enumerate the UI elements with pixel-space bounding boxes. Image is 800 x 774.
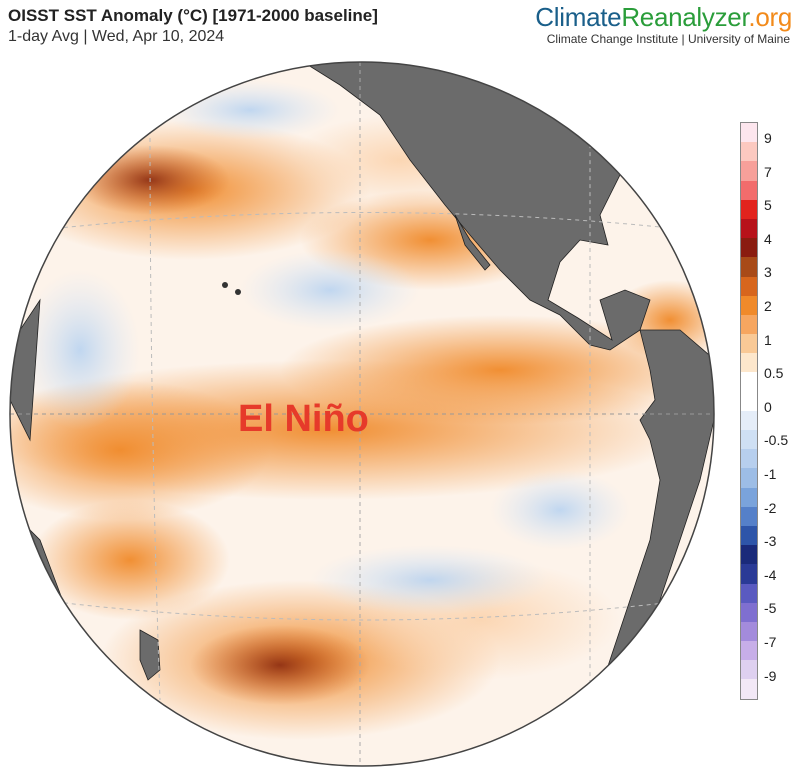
legend-swatch [741, 161, 757, 181]
legend-swatch [741, 180, 757, 200]
legend-swatch [741, 314, 757, 335]
legend-swatch [741, 276, 757, 296]
legend-tick-label: 1 [764, 331, 772, 348]
legend-swatch [741, 525, 757, 546]
legend-tick-label: 2 [764, 298, 772, 314]
legend-swatch [741, 583, 757, 603]
legend-tick-label: 7 [764, 163, 772, 180]
globe-outline [9, 61, 715, 767]
legend-tick-label: -2 [764, 499, 777, 516]
legend-swatch [741, 123, 757, 143]
legend-swatch [741, 372, 757, 392]
legend-tick-label: -1 [764, 466, 777, 482]
legend-swatch [741, 430, 757, 450]
legend-swatch [741, 353, 757, 373]
legend-tick-label: 4 [764, 230, 772, 247]
legend-swatch [741, 660, 757, 680]
legend-swatch [741, 391, 757, 411]
legend-tick-label: -7 [764, 634, 777, 650]
el-nino-annotation: El Niño [238, 398, 369, 440]
legend-swatch [741, 602, 757, 622]
brand-org: .org [748, 2, 792, 32]
legend-swatch [741, 564, 757, 584]
legend-tick-label: 0.5 [764, 365, 784, 382]
legend-swatch [741, 545, 757, 565]
legend-swatch [741, 295, 757, 315]
legend-swatch [741, 218, 757, 239]
legend-swatch [741, 487, 757, 507]
color-legend-bar [740, 122, 758, 700]
legend-tick-label: -5 [764, 600, 777, 617]
map-title: OISST SST Anomaly (°C) [1971-2000 baseli… [8, 6, 378, 25]
legend-swatch [741, 238, 757, 258]
legend-swatch [741, 199, 757, 219]
legend-tick-label: -3 [764, 533, 777, 550]
legend-swatch [741, 679, 757, 699]
brand-logo[interactable]: ClimateReanalyzer.org [535, 2, 792, 33]
legend-swatch [741, 506, 757, 526]
legend-tick-label: -9 [764, 667, 777, 684]
legend-tick-label: 9 [764, 130, 772, 146]
brand-reanalyzer: Reanalyzer [621, 2, 749, 32]
legend-swatch [741, 334, 757, 354]
legend-tick-label: -0.5 [764, 432, 789, 449]
new-zealand-land [139, 629, 161, 681]
map-subtitle: 1-day Avg | Wed, Apr 10, 2024 [8, 28, 225, 45]
brand-tagline: Climate Change Institute | University of… [546, 32, 790, 46]
legend-tick-label: 0 [764, 398, 772, 415]
legend-swatch [741, 410, 757, 430]
legend-tick-label: 3 [764, 264, 772, 281]
legend-swatch [741, 468, 757, 488]
legend-tick-label: 5 [764, 197, 772, 214]
brand-climate: Climate [535, 2, 622, 32]
legend-swatch [741, 142, 757, 162]
north-america-land [298, 62, 651, 351]
legend-swatch [741, 641, 757, 661]
legend-swatch [741, 621, 757, 642]
legend-tick-label: -4 [764, 566, 777, 583]
legend-swatch [741, 257, 757, 277]
legend-swatch [741, 449, 757, 469]
